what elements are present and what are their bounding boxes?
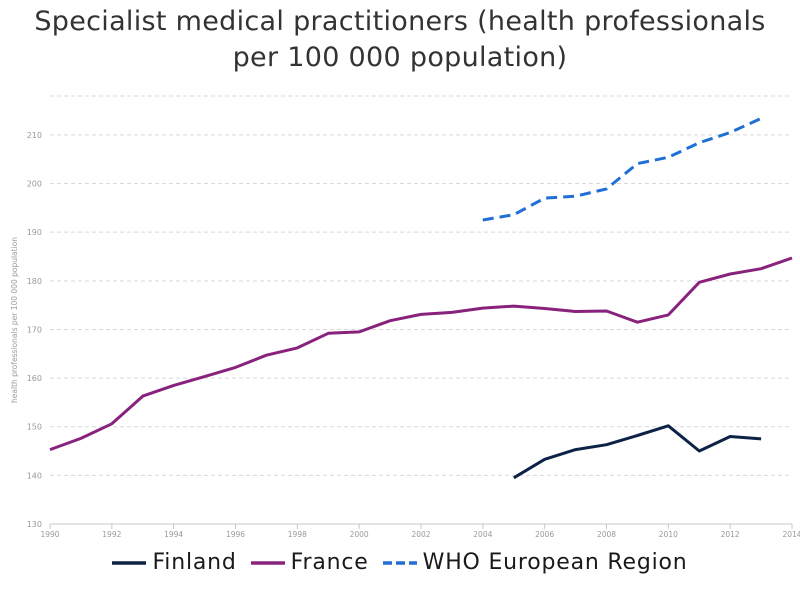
data-point[interactable] [790, 255, 795, 260]
chart-title-line-2: per 100 000 population) [232, 42, 568, 73]
x-tick-label: 1990 [40, 530, 59, 539]
data-point[interactable] [542, 457, 547, 462]
y-tick-label: 160 [27, 374, 42, 383]
data-point[interactable] [202, 374, 207, 379]
x-tick-label: 1992 [102, 530, 121, 539]
legend: Finland France WHO European Region [0, 550, 800, 575]
x-tick-label: 2012 [721, 530, 740, 539]
data-point[interactable] [419, 312, 424, 317]
x-tick-label: 2002 [411, 530, 430, 539]
y-tick-label: 170 [27, 325, 42, 334]
data-point[interactable] [140, 394, 145, 399]
data-point[interactable] [604, 308, 609, 313]
y-tick-label: 200 [27, 180, 42, 189]
data-point[interactable] [759, 266, 764, 271]
data-point[interactable] [388, 318, 393, 323]
y-tick-label: 140 [27, 471, 42, 480]
series-line-finland[interactable] [513, 424, 762, 480]
data-point[interactable] [573, 447, 578, 452]
data-point[interactable] [480, 218, 485, 223]
data-point[interactable] [666, 423, 671, 428]
data-point[interactable] [480, 306, 485, 311]
data-point[interactable] [635, 320, 640, 325]
legend-swatch [382, 560, 417, 565]
chart-title-line-1: Specialist medical practitioners (health… [34, 6, 766, 37]
legend-label: WHO European Region [422, 550, 688, 575]
data-point[interactable] [573, 309, 578, 314]
y-tick-label: 150 [27, 423, 42, 432]
data-point[interactable] [666, 155, 671, 160]
series-lines [48, 116, 795, 480]
x-tick-label: 2008 [597, 530, 616, 539]
data-point[interactable] [759, 116, 764, 121]
data-point[interactable] [511, 475, 516, 480]
data-point[interactable] [78, 436, 83, 441]
chart-title: Specialist medical practitioners (health… [0, 4, 800, 76]
x-tick-label: 1994 [164, 530, 183, 539]
data-point[interactable] [109, 421, 114, 426]
series-line-who-european-region[interactable] [482, 117, 762, 222]
data-point[interactable] [604, 186, 609, 191]
data-point[interactable] [666, 312, 671, 317]
data-point[interactable] [326, 331, 331, 336]
x-tick-label: 2014 [782, 530, 800, 539]
y-tick-label: 180 [27, 277, 42, 286]
data-point[interactable] [233, 365, 238, 370]
x-tick-label: 2004 [473, 530, 492, 539]
x-tick-label: 1998 [288, 530, 307, 539]
y-axis-title: health professionals per 100 000 populat… [10, 237, 19, 403]
data-point[interactable] [449, 310, 454, 315]
axes: 130 140 150 160 170 180 190 200 210 1990 1992 1994 1… [10, 131, 800, 539]
data-point[interactable] [511, 304, 516, 309]
data-point[interactable] [542, 196, 547, 201]
data-point[interactable] [759, 436, 764, 441]
series-line-france[interactable] [49, 256, 793, 452]
legend-swatch [250, 560, 285, 565]
legend-label: France [290, 550, 369, 575]
data-point[interactable] [357, 329, 362, 334]
data-point[interactable] [728, 272, 733, 277]
data-point[interactable] [295, 345, 300, 350]
legend-swatch [112, 560, 147, 565]
y-tick-label: 210 [27, 131, 42, 140]
legend-item-finland[interactable]: Finland [112, 550, 236, 575]
legend-item-france[interactable]: France [250, 550, 369, 575]
data-point[interactable] [264, 353, 269, 358]
grid-lines [50, 95, 792, 525]
data-point[interactable] [728, 130, 733, 135]
x-tick-label: 2006 [535, 530, 554, 539]
y-tick-label: 130 [27, 520, 42, 529]
x-tick-label: 2010 [659, 530, 678, 539]
data-point[interactable] [697, 280, 702, 285]
data-point[interactable] [635, 161, 640, 166]
data-point[interactable] [171, 383, 176, 388]
data-point[interactable] [728, 434, 733, 439]
data-point[interactable] [48, 447, 53, 452]
data-point[interactable] [573, 194, 578, 199]
data-point[interactable] [697, 140, 702, 145]
legend-item-who-european-region[interactable]: WHO European Region [382, 550, 688, 575]
x-tick-label: 1996 [226, 530, 245, 539]
y-tick-label: 190 [27, 228, 42, 237]
data-point[interactable] [511, 212, 516, 217]
data-point[interactable] [697, 449, 702, 454]
legend-label: Finland [152, 550, 237, 575]
data-point[interactable] [542, 306, 547, 311]
x-tick-label: 2000 [350, 530, 369, 539]
data-point[interactable] [635, 433, 640, 438]
data-point[interactable] [604, 442, 609, 447]
